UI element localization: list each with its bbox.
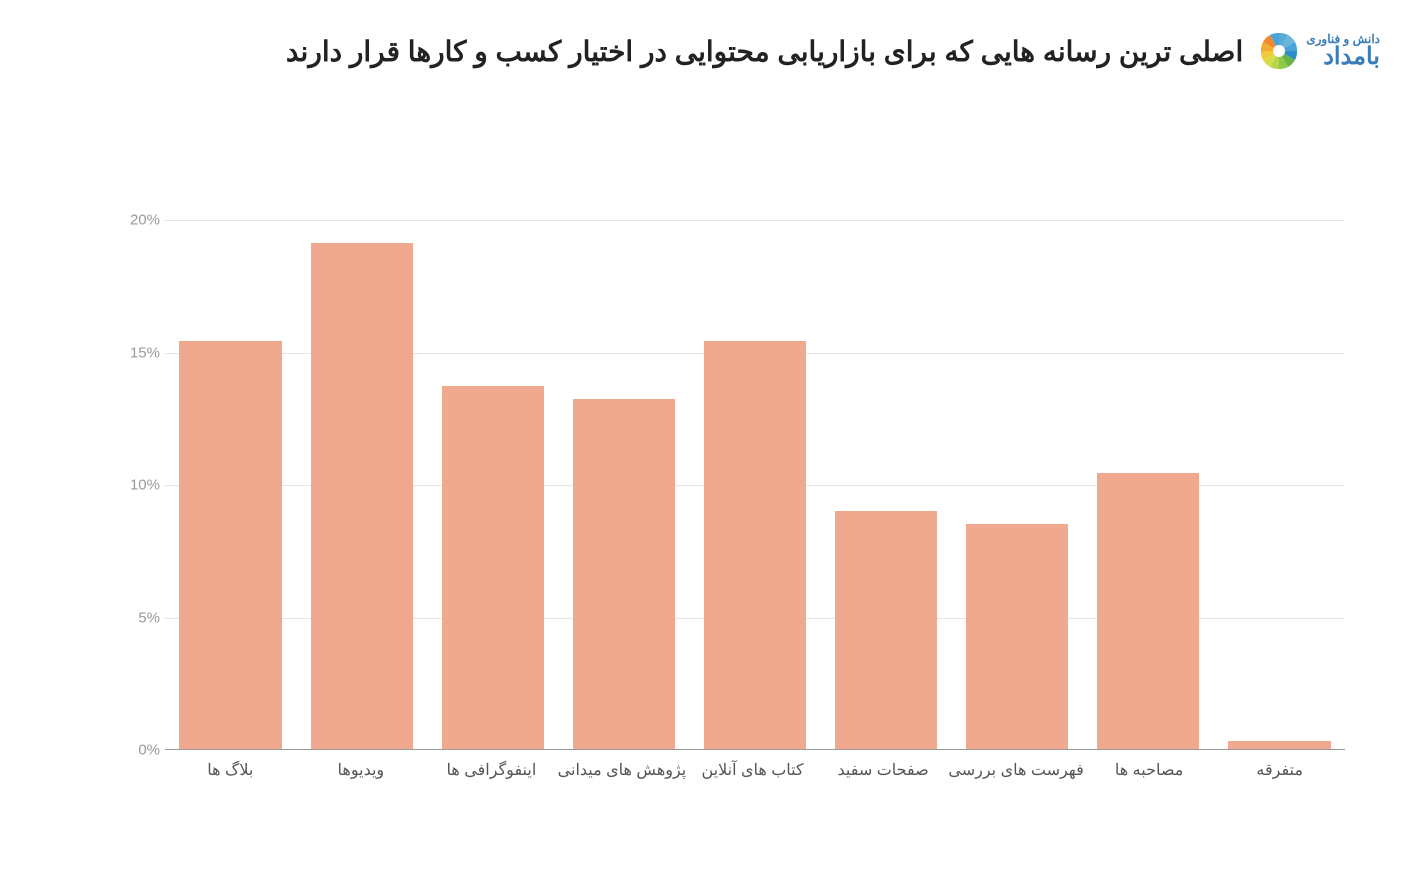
x-tick-label: ویدیوها (296, 760, 427, 780)
bar (1097, 473, 1199, 749)
chart-title: اصلی ترین رسانه هایی که برای بازاریابی م… (286, 35, 1243, 68)
y-tick-label: 0% (115, 742, 160, 759)
y-tick-label: 10% (115, 477, 160, 494)
bar-slot (165, 220, 296, 749)
bar (311, 243, 413, 749)
y-tick-label: 15% (115, 344, 160, 361)
logo-name: بامداد (1323, 45, 1380, 69)
bar-slot (558, 220, 689, 749)
sunburst-icon (1258, 30, 1300, 72)
plot-area (165, 220, 1345, 750)
chart-area: 0%5%10%15%20% بلاگ هاویدیوهااینفوگرافی ه… (115, 220, 1345, 775)
bar (573, 399, 675, 749)
x-tick-label: پژوهش های میدانی (557, 760, 688, 780)
bar-slot (689, 220, 820, 749)
x-tick-label: متفرقه (1214, 760, 1345, 780)
bar-slot (296, 220, 427, 749)
bar (704, 341, 806, 749)
bar (442, 386, 544, 749)
bar (835, 511, 937, 750)
bar (1228, 741, 1330, 749)
bar-slot (427, 220, 558, 749)
bar-slot (1214, 220, 1345, 749)
x-axis-labels: بلاگ هاویدیوهااینفوگرافی هاپژوهش های مید… (165, 760, 1345, 780)
y-tick-label: 5% (115, 609, 160, 626)
x-tick-label: بلاگ ها (165, 760, 296, 780)
bar (966, 524, 1068, 749)
x-tick-label: مصاحبه ها (1084, 760, 1215, 780)
bars-container (165, 220, 1345, 749)
bar-slot (952, 220, 1083, 749)
bar-slot (821, 220, 952, 749)
bar-slot (1083, 220, 1214, 749)
x-tick-label: کتاب های آنلاین (687, 760, 818, 780)
brand-logo: دانش و فناوری بامداد (1258, 30, 1380, 72)
y-tick-label: 20% (115, 212, 160, 229)
chart-header: دانش و فناوری بامداد اصلی ترین رسانه های… (30, 30, 1380, 72)
x-tick-label: صفحات سفید (818, 760, 949, 780)
x-tick-label: فهرست های بررسی (948, 760, 1083, 780)
x-tick-label: اینفوگرافی ها (426, 760, 557, 780)
bar (179, 341, 281, 749)
logo-text: دانش و فناوری بامداد (1306, 33, 1380, 69)
